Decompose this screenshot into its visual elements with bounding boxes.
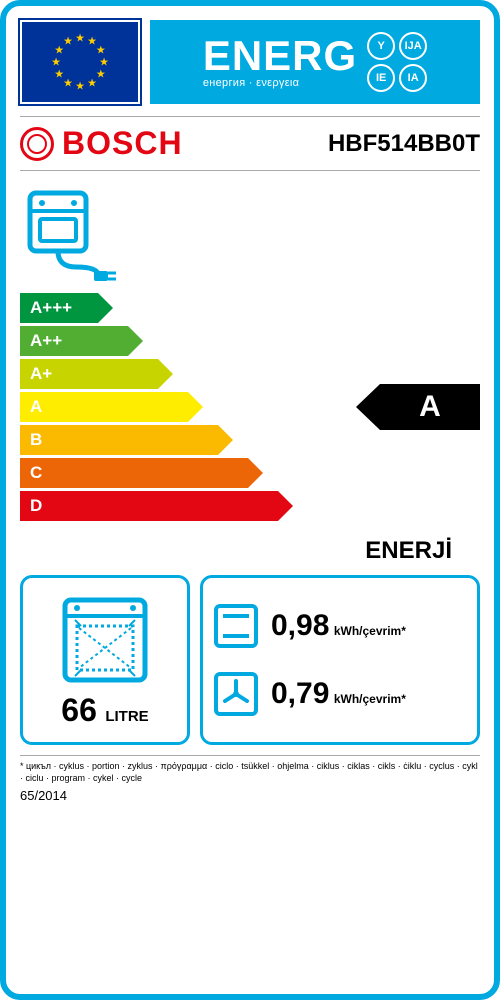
conventional-heat-icon (211, 601, 261, 651)
rating-bar: D (20, 491, 480, 521)
bosch-logo: BOSCH (20, 125, 183, 162)
footnote-text: * цикъл · cyklus · portion · zyklus · πρ… (20, 755, 480, 784)
brand-model-row: BOSCH HBF514BB0T (20, 116, 480, 171)
energy-banner: ENERG енергия · ενεργεια Y IJA IE IA (150, 20, 480, 104)
bosch-ring-icon (20, 127, 54, 161)
current-rating-letter: A (380, 384, 480, 430)
rating-bar: A++ (20, 326, 480, 356)
consumption-box: 0,98 kWh/çevrim* 0,79 kWh/çevrim* (200, 575, 480, 745)
code-badge: IA (399, 64, 427, 92)
consumption-row: 0,79 kWh/çevrim* (211, 669, 469, 719)
consumption-row: 0,98 kWh/çevrim* (211, 601, 469, 651)
model-number: HBF514BB0T (328, 130, 480, 158)
spec-boxes: 66 LITRE 0,98 kWh/çevrim* 0,79 k (20, 575, 480, 745)
eu-flag-icon: ★★★★★★★★★★★★ (20, 20, 140, 104)
kwh-unit: kWh/çevrim* (334, 624, 406, 638)
brand-name: BOSCH (62, 125, 183, 162)
oven-capacity-icon (55, 592, 155, 692)
kwh-unit: kWh/çevrim* (334, 692, 406, 706)
code-badge: IE (367, 64, 395, 92)
current-rating-indicator: A (356, 384, 480, 430)
rating-bar: C (20, 458, 480, 488)
code-badge: IJA (399, 32, 427, 60)
rating-bar: A+++ (20, 293, 480, 323)
code-badge: Y (367, 32, 395, 60)
volume-box: 66 LITRE (20, 575, 190, 745)
regulation-ref: 65/2014 (20, 788, 480, 803)
energy-heading: ENERJİ (20, 537, 452, 565)
volume-unit: LITRE (105, 708, 148, 725)
header: ★★★★★★★★★★★★ ENERG енергия · ενεργεια Y … (20, 20, 480, 104)
fan-heat-icon (211, 669, 261, 719)
volume-value: 66 (61, 692, 97, 728)
oven-plug-icon (24, 189, 124, 285)
energy-rating-chart: A+++A++A+ABCD A (20, 293, 480, 521)
energy-word: ENERG (203, 35, 357, 77)
kwh-value: 0,98 (271, 609, 329, 642)
kwh-value: 0,79 (271, 677, 329, 710)
energy-lang-codes: Y IJA IE IA (367, 32, 427, 92)
